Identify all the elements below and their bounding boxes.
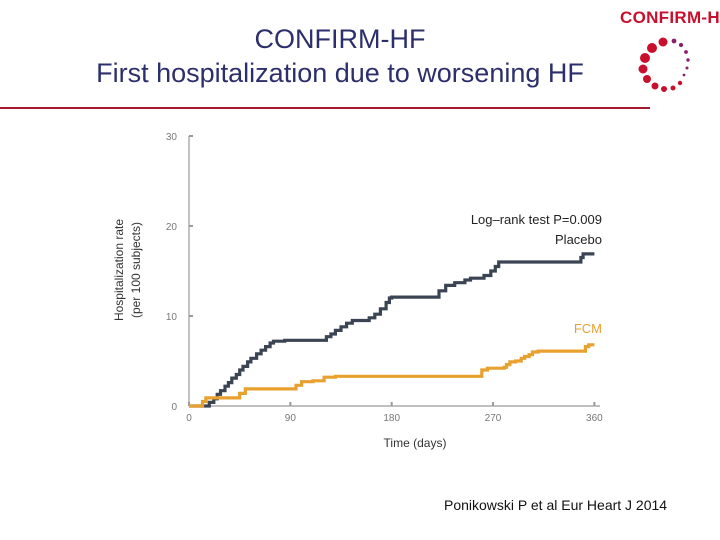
y-tick-label: 20	[166, 222, 178, 233]
title-line-2: First hospitalization due to worsening H…	[96, 58, 584, 88]
y-tick-label: 0	[171, 402, 177, 413]
y-tick-label: 10	[166, 312, 178, 323]
y-tick-label: 30	[166, 132, 178, 143]
y-axis-label-line-2: (per 100 subjects)	[129, 222, 143, 318]
x-tick-label: 0	[186, 413, 192, 424]
citation: Ponikowski P et al Eur Heart J 2014	[444, 497, 668, 513]
logo-text: CONFIRM-HF	[620, 8, 720, 27]
slide-title: CONFIRM-HF First hospitalization due to …	[40, 22, 640, 90]
series-line-placebo	[189, 252, 595, 408]
x-tick-label: 90	[285, 413, 297, 424]
logo-dots-icon	[638, 37, 690, 92]
x-axis-label: Time (days)	[384, 436, 447, 450]
series-line-fcm	[189, 343, 595, 408]
y-axis-label-line-1: Hospitalization rate	[112, 219, 126, 321]
title-line-1: CONFIRM-HF	[254, 24, 426, 54]
logrank-annotation: Log–rank test P=0.009	[471, 212, 602, 227]
x-tick-label: 270	[485, 413, 502, 424]
x-tick-label: 180	[383, 413, 400, 424]
confirm-hf-logo: CONFIRM-HF	[608, 4, 720, 104]
x-tick-label: 360	[586, 413, 603, 424]
legend-placebo-label: Placebo	[555, 232, 602, 247]
title-divider	[0, 107, 650, 109]
legend-fcm-label: FCM	[574, 321, 602, 336]
